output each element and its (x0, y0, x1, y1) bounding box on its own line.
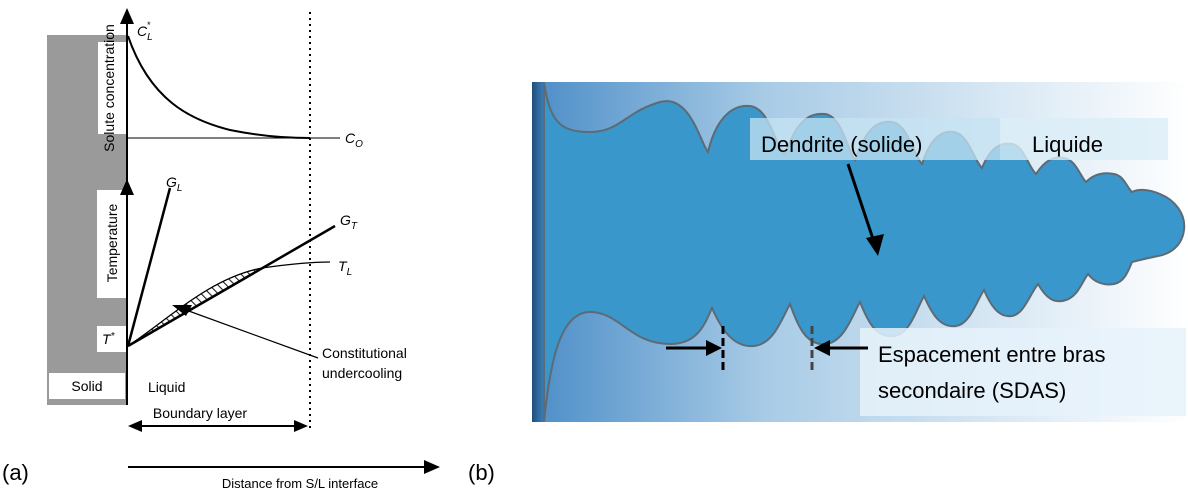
concentration-axis-arrow (120, 8, 134, 24)
liquid-label-box (1000, 118, 1168, 160)
sdas-label-line2: secondaire (SDAS) (878, 378, 1066, 403)
liquid-label: Liquid (148, 379, 185, 395)
temperature-label: Temperature (104, 203, 120, 282)
distance-axis-label: Distance from S/L interface (222, 476, 378, 491)
dendrite-pointer (846, 163, 876, 243)
c-o-label: CO (345, 130, 363, 150)
boundary-layer-label: Boundary layer (153, 405, 248, 421)
concentration-curve (127, 35, 311, 139)
undercooling-label: undercooling (322, 365, 402, 381)
panel-a-label: (a) (2, 460, 29, 485)
dendrite-label-box (750, 118, 1000, 160)
c-l-star-label: CL* (137, 20, 153, 43)
mould-wall (532, 82, 544, 422)
panel-b-diagram: Dendrite (solide) Liquide Espacement ent… (532, 82, 1188, 422)
liquide-label: Liquide (1032, 132, 1103, 157)
t-l-curve (127, 261, 331, 347)
constitutional-label: Constitutional (322, 345, 407, 361)
solute-concentration-label: Solute concentration (101, 24, 117, 152)
panel-a-diagram: Solute concentration Temperature T* Soli… (47, 8, 440, 491)
dendrite-shape (543, 82, 1186, 422)
sdas-label-box (860, 328, 1186, 416)
undercooling-pointer (185, 309, 319, 359)
dendrite-label: Dendrite (solide) (761, 132, 922, 157)
temperature-label-box (97, 190, 127, 298)
g-t-label: GT (340, 212, 358, 232)
panel-b-label: (b) (468, 460, 495, 485)
solid-label: Solid (71, 378, 102, 394)
t-star-label-box (97, 326, 127, 352)
solute-label-box (98, 42, 130, 134)
g-t-line (127, 224, 336, 348)
t-l-label: TL (338, 258, 352, 278)
g-l-line (126, 187, 172, 347)
solid-label-box (49, 373, 125, 399)
temperature-axis-arrow (120, 179, 134, 195)
sdas-label-line1: Espacement entre bras (878, 342, 1105, 367)
